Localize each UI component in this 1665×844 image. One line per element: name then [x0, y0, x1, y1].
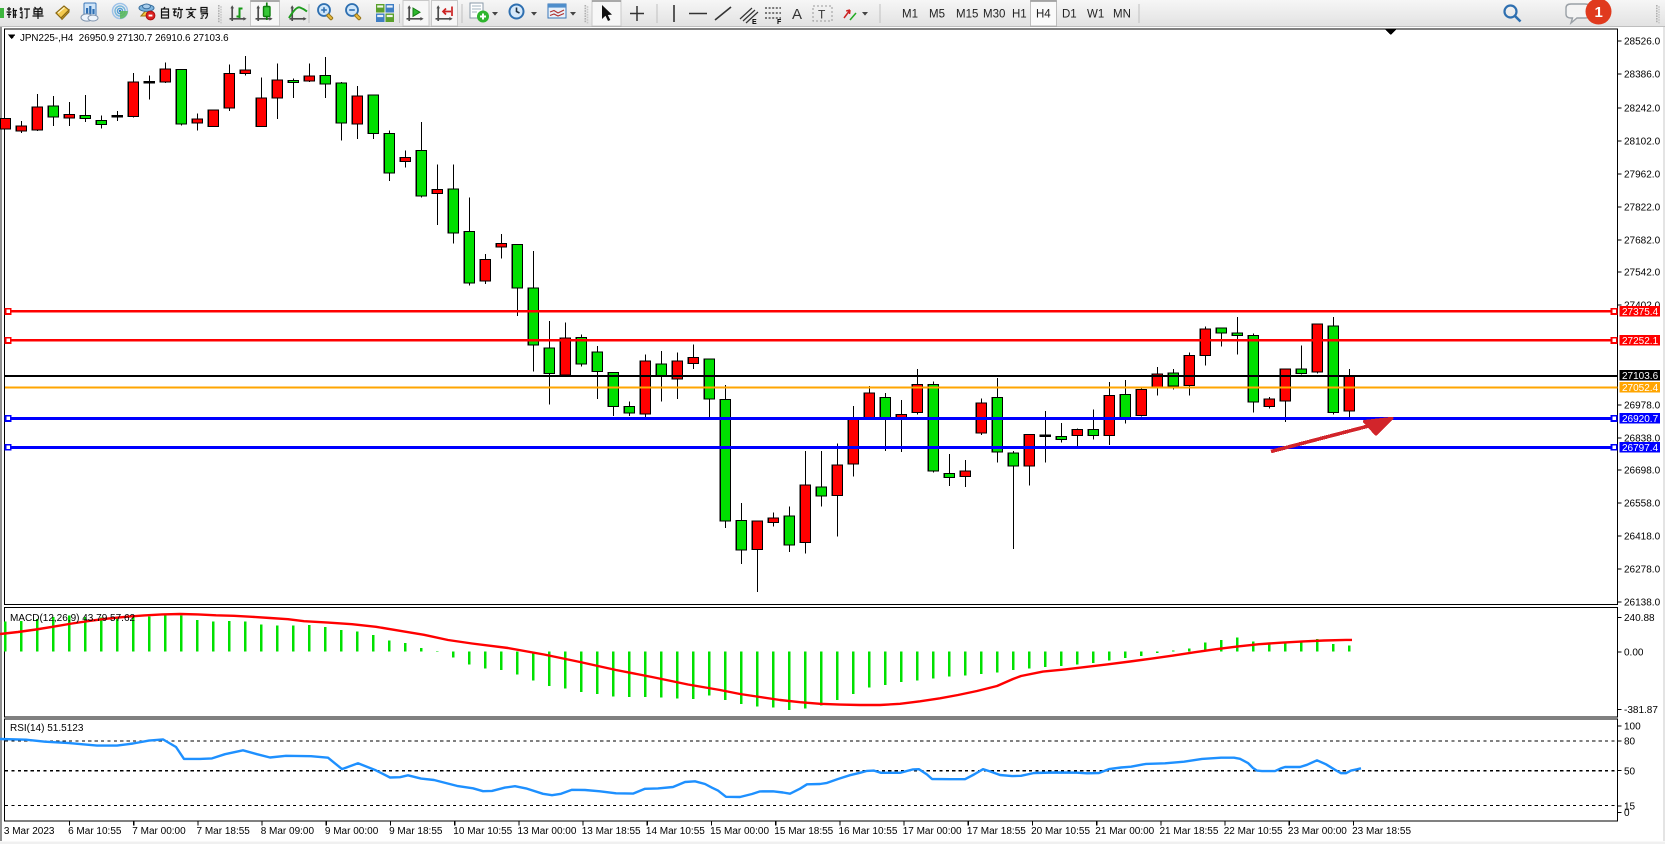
svg-text:28102.0: 28102.0	[1624, 137, 1661, 148]
svg-text:80: 80	[1624, 737, 1636, 748]
svg-text:15 Mar 00:00: 15 Mar 00:00	[710, 826, 769, 837]
svg-text:0.00: 0.00	[1624, 648, 1644, 659]
svg-text:9 Mar 18:55: 9 Mar 18:55	[389, 826, 443, 837]
svg-text:26838.0: 26838.0	[1624, 434, 1661, 445]
svg-text:26698.0: 26698.0	[1624, 466, 1661, 477]
svg-text:27822.0: 27822.0	[1624, 203, 1661, 214]
svg-text:MN: MN	[1113, 9, 1131, 21]
svg-text:13 Mar 00:00: 13 Mar 00:00	[518, 826, 577, 837]
svg-text:20 Mar 10:55: 20 Mar 10:55	[1031, 826, 1090, 837]
svg-text:21 Mar 18:55: 21 Mar 18:55	[1160, 826, 1219, 837]
svg-text:1: 1	[1595, 4, 1603, 21]
svg-text:27962.0: 27962.0	[1624, 170, 1661, 181]
svg-text:6 Mar 10:55: 6 Mar 10:55	[68, 826, 122, 837]
svg-text:28386.0: 28386.0	[1624, 70, 1661, 81]
svg-text:8 Mar 09:00: 8 Mar 09:00	[261, 826, 315, 837]
svg-text:26978.0: 26978.0	[1624, 401, 1661, 412]
svg-text:15: 15	[1624, 802, 1636, 813]
svg-text:3 Mar 2023: 3 Mar 2023	[4, 826, 55, 837]
svg-text:D1: D1	[1062, 9, 1077, 21]
svg-text:7 Mar 00:00: 7 Mar 00:00	[132, 826, 186, 837]
svg-text:26920.7: 26920.7	[1622, 414, 1659, 425]
svg-text:27542.0: 27542.0	[1624, 268, 1661, 279]
svg-text:M15: M15	[956, 9, 978, 21]
svg-text:23 Mar 00:00: 23 Mar 00:00	[1288, 826, 1347, 837]
svg-text:22 Mar 10:55: 22 Mar 10:55	[1224, 826, 1283, 837]
svg-text:26278.0: 26278.0	[1624, 565, 1661, 576]
svg-text:W1: W1	[1087, 9, 1104, 21]
svg-text:14 Mar 10:55: 14 Mar 10:55	[646, 826, 705, 837]
svg-text:240.88: 240.88	[1624, 613, 1655, 624]
svg-text:27682.0: 27682.0	[1624, 236, 1661, 247]
svg-text:A: A	[792, 6, 802, 23]
svg-text:JPN225-,H4 26950.9 27130.7 26: JPN225-,H4 26950.9 27130.7 26910.6 27103…	[20, 33, 229, 44]
svg-text:27103.6: 27103.6	[1622, 371, 1659, 382]
svg-text:M1: M1	[902, 9, 918, 21]
svg-text:27252.1: 27252.1	[1622, 336, 1659, 347]
svg-text:50: 50	[1624, 766, 1636, 777]
svg-text:F: F	[777, 19, 782, 26]
svg-text:28242.0: 28242.0	[1624, 104, 1661, 115]
svg-text:10 Mar 10:55: 10 Mar 10:55	[453, 826, 512, 837]
svg-text:-381.87: -381.87	[1624, 705, 1658, 716]
svg-text:21 Mar 00:00: 21 Mar 00:00	[1095, 826, 1154, 837]
svg-text:13 Mar 18:55: 13 Mar 18:55	[582, 826, 641, 837]
svg-text:M5: M5	[929, 9, 945, 21]
svg-text:26558.0: 26558.0	[1624, 499, 1661, 510]
svg-text:9 Mar 00:00: 9 Mar 00:00	[325, 826, 379, 837]
svg-text:E: E	[752, 19, 757, 26]
svg-text:27402.0: 27402.0	[1624, 301, 1661, 312]
svg-text:26797.4: 26797.4	[1622, 443, 1659, 454]
svg-text:RSI(14) 51.5123: RSI(14) 51.5123	[10, 723, 84, 734]
svg-text:17 Mar 00:00: 17 Mar 00:00	[903, 826, 962, 837]
svg-text:15 Mar 18:55: 15 Mar 18:55	[774, 826, 833, 837]
svg-text:16 Mar 10:55: 16 Mar 10:55	[839, 826, 898, 837]
svg-text:H1: H1	[1012, 9, 1027, 21]
svg-text:17 Mar 18:55: 17 Mar 18:55	[967, 826, 1026, 837]
svg-text:28526.0: 28526.0	[1624, 37, 1661, 48]
svg-text:0: 0	[1624, 808, 1630, 819]
svg-text:M30: M30	[983, 9, 1005, 21]
svg-text:23 Mar 18:55: 23 Mar 18:55	[1352, 826, 1411, 837]
svg-text:H4: H4	[1036, 9, 1051, 21]
svg-text:26138.0: 26138.0	[1624, 598, 1661, 609]
svg-text:7 Mar 18:55: 7 Mar 18:55	[197, 826, 251, 837]
svg-text:27375.4: 27375.4	[1622, 307, 1659, 318]
svg-text:MACD(12,26,9) 43.79 57.62: MACD(12,26,9) 43.79 57.62	[10, 613, 136, 624]
svg-text:T: T	[818, 8, 826, 22]
svg-text:26418.0: 26418.0	[1624, 532, 1661, 543]
svg-text:100: 100	[1624, 722, 1641, 733]
svg-text:27052.4: 27052.4	[1622, 383, 1659, 394]
